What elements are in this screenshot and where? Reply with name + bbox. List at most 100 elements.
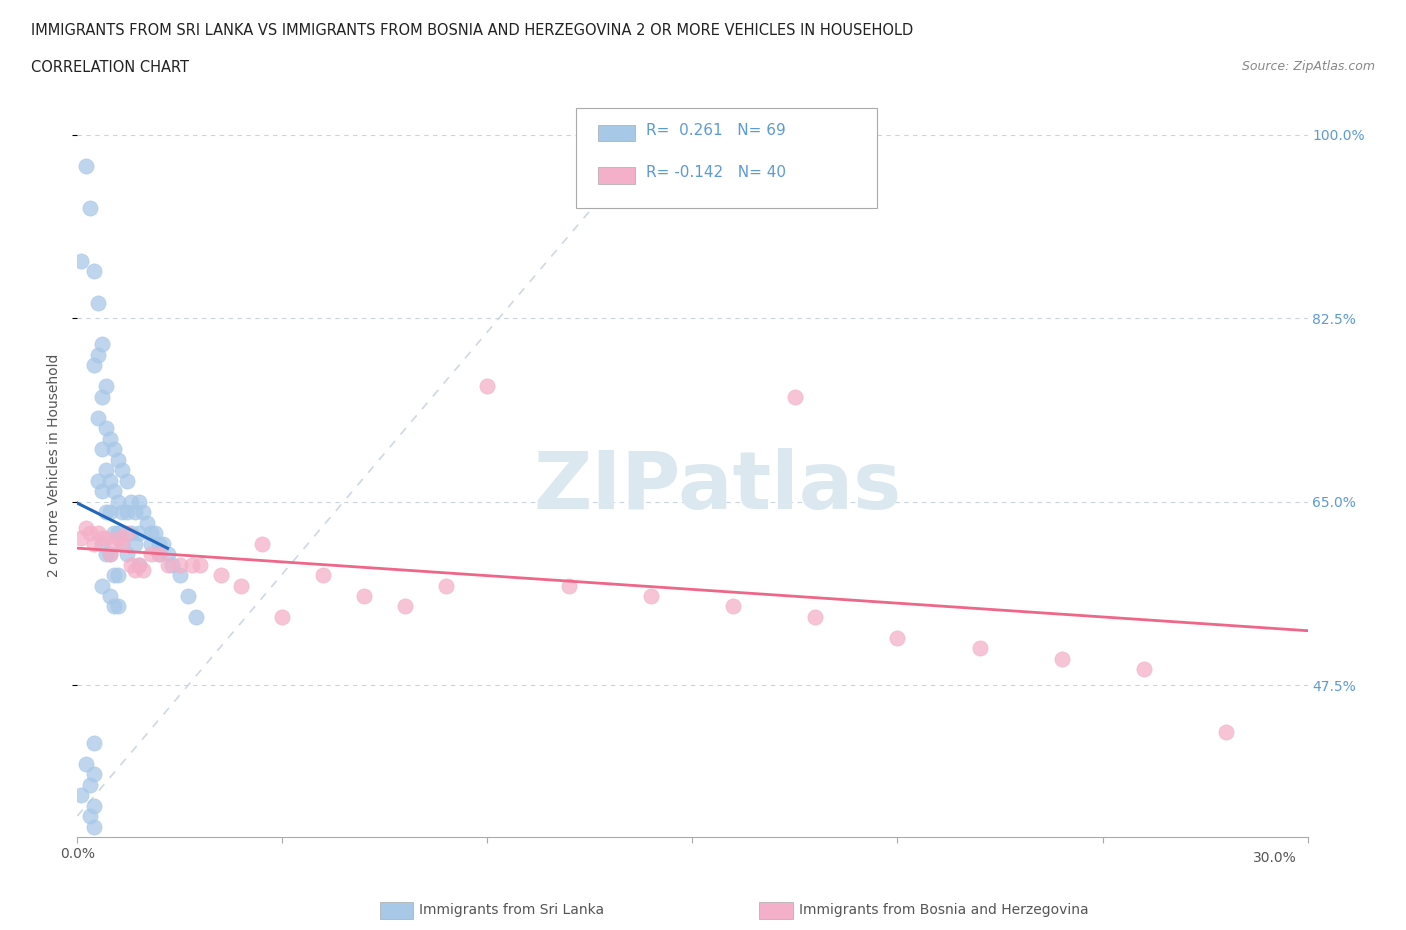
Point (111, 537, 134, 551)
Point (132, 505, 155, 520)
Point (111, 463, 134, 478)
Point (128, 525, 150, 540)
Point (79, 525, 101, 540)
Point (103, 442, 125, 457)
Point (136, 515, 159, 530)
Point (107, 599, 129, 614)
Point (394, 599, 416, 614)
Text: R= -0.142   N= 40: R= -0.142 N= 40 (645, 166, 786, 180)
Point (98, 432, 121, 446)
Point (103, 599, 125, 614)
Point (111, 537, 134, 551)
Point (271, 609, 294, 624)
Point (83, 358, 105, 373)
Point (115, 547, 138, 562)
Point (87, 473, 110, 488)
Point (107, 525, 129, 540)
Point (312, 567, 335, 582)
Point (120, 557, 142, 572)
Point (87, 295, 110, 310)
Point (107, 567, 129, 582)
Point (250, 537, 273, 551)
Text: 30.0%: 30.0% (1253, 851, 1296, 865)
Point (90, 442, 114, 457)
Point (75, 521, 97, 536)
Point (94, 379, 117, 393)
Text: Source: ZipAtlas.com: Source: ZipAtlas.com (1241, 60, 1375, 73)
Point (143, 525, 166, 540)
Point (169, 567, 191, 582)
Text: ZIPatlas: ZIPatlas (533, 448, 901, 526)
Point (1132, 662, 1154, 677)
Point (477, 379, 499, 393)
Point (115, 525, 138, 540)
Point (87, 348, 110, 363)
Point (1050, 651, 1073, 666)
Point (94, 547, 117, 562)
Point (969, 641, 991, 656)
FancyBboxPatch shape (598, 125, 634, 141)
Point (83, 766, 105, 781)
Point (103, 537, 125, 551)
FancyBboxPatch shape (598, 167, 634, 184)
Point (70, 253, 93, 268)
Point (124, 563, 146, 578)
Point (640, 589, 662, 604)
Y-axis label: 2 or more Vehicles in Household: 2 or more Vehicles in Household (46, 353, 60, 577)
Point (188, 557, 212, 572)
Point (90, 337, 114, 352)
Point (98, 505, 121, 520)
Point (107, 494, 129, 509)
Point (124, 537, 146, 551)
Point (79, 201, 101, 216)
Text: CORRELATION CHART: CORRELATION CHART (31, 60, 188, 75)
Point (83, 819, 105, 834)
Point (156, 557, 179, 572)
Point (156, 547, 179, 562)
Point (90, 484, 114, 498)
Point (783, 390, 806, 405)
Point (90, 531, 114, 546)
Point (94, 463, 117, 478)
Point (436, 578, 458, 593)
Text: IMMIGRANTS FROM SRI LANKA VS IMMIGRANTS FROM BOSNIA AND HERZEGOVINA 2 OR MORE VE: IMMIGRANTS FROM SRI LANKA VS IMMIGRANTS … (31, 23, 912, 38)
Point (98, 547, 121, 562)
Point (886, 631, 908, 645)
Point (558, 578, 581, 593)
Text: Immigrants from Sri Lanka: Immigrants from Sri Lanka (419, 902, 605, 917)
Point (186, 609, 208, 624)
Point (70, 788, 93, 803)
Point (75, 159, 97, 174)
FancyBboxPatch shape (575, 108, 877, 208)
Point (83, 537, 105, 551)
Point (141, 537, 163, 551)
Point (70, 531, 93, 546)
Point (98, 473, 121, 488)
Point (148, 547, 170, 562)
Point (148, 537, 170, 551)
Point (804, 609, 827, 624)
Point (103, 567, 125, 582)
Point (98, 547, 121, 562)
Point (120, 525, 142, 540)
Point (141, 525, 163, 540)
Point (115, 505, 138, 520)
Point (98, 589, 121, 604)
Point (90, 537, 114, 551)
Point (353, 589, 375, 604)
Point (181, 557, 204, 572)
Point (141, 547, 163, 562)
Point (107, 531, 129, 546)
Point (79, 808, 101, 823)
Point (124, 505, 146, 520)
Point (1215, 724, 1237, 739)
Point (83, 736, 105, 751)
Text: Immigrants from Bosnia and Herzegovina: Immigrants from Bosnia and Herzegovina (799, 902, 1088, 917)
Point (83, 798, 105, 813)
Point (94, 421, 117, 436)
Point (79, 777, 101, 792)
Point (107, 452, 129, 467)
Point (103, 525, 125, 540)
Point (209, 567, 232, 582)
Point (128, 494, 150, 509)
